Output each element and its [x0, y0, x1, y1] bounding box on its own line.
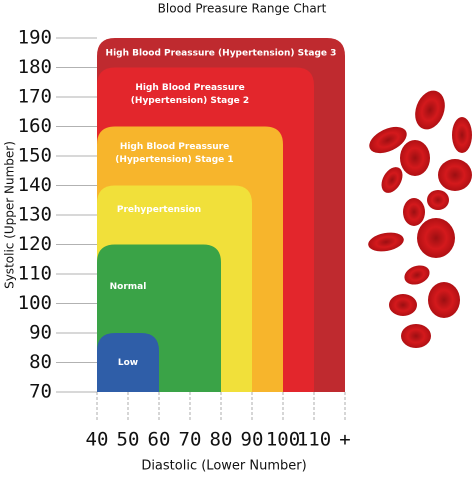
y-tick-label: 110: [18, 263, 52, 285]
blood-cells: [368, 90, 472, 348]
y-tick-label: 140: [18, 174, 52, 196]
x-tick-label: 90: [241, 429, 264, 451]
x-tick-label: 60: [148, 429, 171, 451]
y-tick-label: 80: [29, 351, 52, 373]
x-tick-label: 40: [86, 429, 109, 451]
x-tick-label: 100: [266, 429, 300, 451]
y-tick-label: 120: [18, 233, 52, 255]
zone-label: High Blood Preassure: [120, 142, 229, 152]
y-tick-label: 150: [18, 145, 52, 167]
x-tick-label: 110: [297, 429, 331, 451]
chart-title: Blood Preasure Range Chart: [158, 2, 327, 16]
zone-label: High Blood Preassure (Hypertension) Stag…: [106, 49, 337, 59]
zone-label: Prehypertension: [117, 205, 201, 215]
zone-label: (Hypertension) Stage 2: [131, 96, 249, 106]
y-tick-label: 180: [18, 56, 52, 78]
x-tick-label: +: [339, 429, 350, 451]
y-tick-label: 190: [18, 27, 52, 49]
zone-label: (Hypertension) Stage 1: [115, 155, 233, 165]
x-axis-label: Diastolic (Lower Number): [141, 459, 306, 474]
y-tick-label: 130: [18, 204, 52, 226]
y-tick-label: 70: [29, 381, 52, 403]
x-tick-label: 80: [210, 429, 233, 451]
y-tick-label: 170: [18, 86, 52, 108]
zone-label: High Blood Preassure: [135, 83, 244, 93]
zone-label: Normal: [110, 282, 147, 292]
zone: [97, 333, 159, 392]
y-tick-label: 160: [18, 115, 52, 137]
y-tick-label: 100: [18, 292, 52, 314]
x-tick-label: 50: [117, 429, 140, 451]
zone-label: Low: [118, 358, 138, 368]
x-tick-label: 70: [179, 429, 202, 451]
y-tick-label: 90: [29, 322, 52, 344]
y-axis-label: Systolic (Upper Number): [3, 141, 17, 289]
